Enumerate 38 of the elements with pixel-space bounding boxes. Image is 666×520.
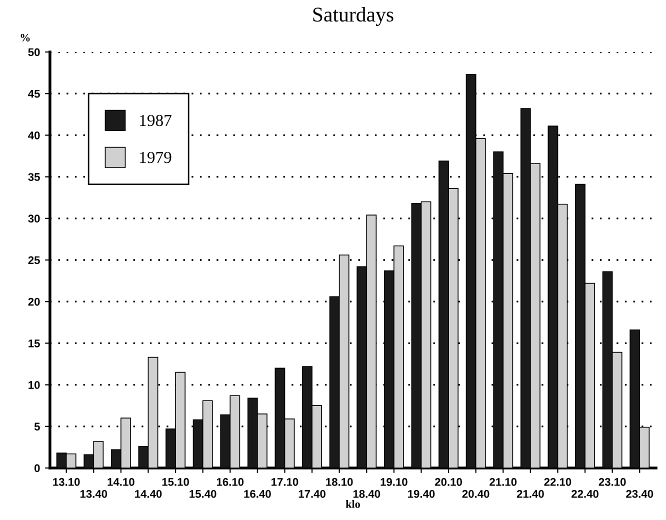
x-tick-label: 22.10	[544, 478, 572, 486]
y-tick-label: 0	[34, 464, 40, 472]
x-tick-label: 23.40	[626, 490, 654, 498]
x-tick-label: 18.10	[326, 478, 353, 486]
x-tick-label: 22.40	[572, 490, 598, 498]
x-tick-label: 16.10	[216, 478, 244, 486]
x-tick-label: 13.40	[80, 490, 108, 498]
y-axis-title: %	[20, 34, 30, 42]
x-tick-label: 21.40	[516, 490, 544, 498]
x-tick-label: 14.10	[108, 478, 134, 486]
x-tick-label: 18.40	[353, 490, 380, 498]
y-tick-label: 20	[28, 298, 40, 306]
y-tick-label: 45	[28, 90, 40, 98]
chart-title: Saturdays	[313, 6, 394, 26]
x-tick-label: 20.40	[462, 490, 490, 498]
x-tick-label: 15.40	[190, 490, 216, 498]
y-tick-label: 40	[28, 131, 40, 140]
y-tick-label: 35	[28, 173, 40, 181]
x-tick-label: 20.10	[435, 478, 462, 486]
legend-label: 1987	[140, 114, 172, 126]
y-tick-label: 25	[28, 256, 40, 264]
x-tick-label: 13.10	[53, 478, 80, 486]
y-tick-label: 15	[28, 340, 40, 348]
x-tick-label: 23.10	[598, 478, 626, 486]
y-tick-label: 30	[28, 214, 40, 223]
x-tick-label: 15.10	[162, 478, 189, 486]
x-tick-label: 21.10	[490, 478, 517, 486]
x-axis-title: klo	[346, 500, 360, 508]
x-tick-label: 17.40	[298, 490, 326, 498]
legend-label: 1979	[140, 152, 172, 164]
x-tick-label: 14.40	[135, 490, 162, 498]
x-tick-label: 19.10	[380, 478, 408, 486]
y-tick-label: 5	[34, 422, 40, 431]
x-tick-label: 16.40	[244, 490, 271, 498]
x-tick-label: 17.10	[272, 478, 298, 486]
y-tick-label: 10	[28, 381, 40, 389]
x-tick-label: 19.40	[408, 490, 435, 498]
y-tick-label: 50	[28, 48, 40, 56]
